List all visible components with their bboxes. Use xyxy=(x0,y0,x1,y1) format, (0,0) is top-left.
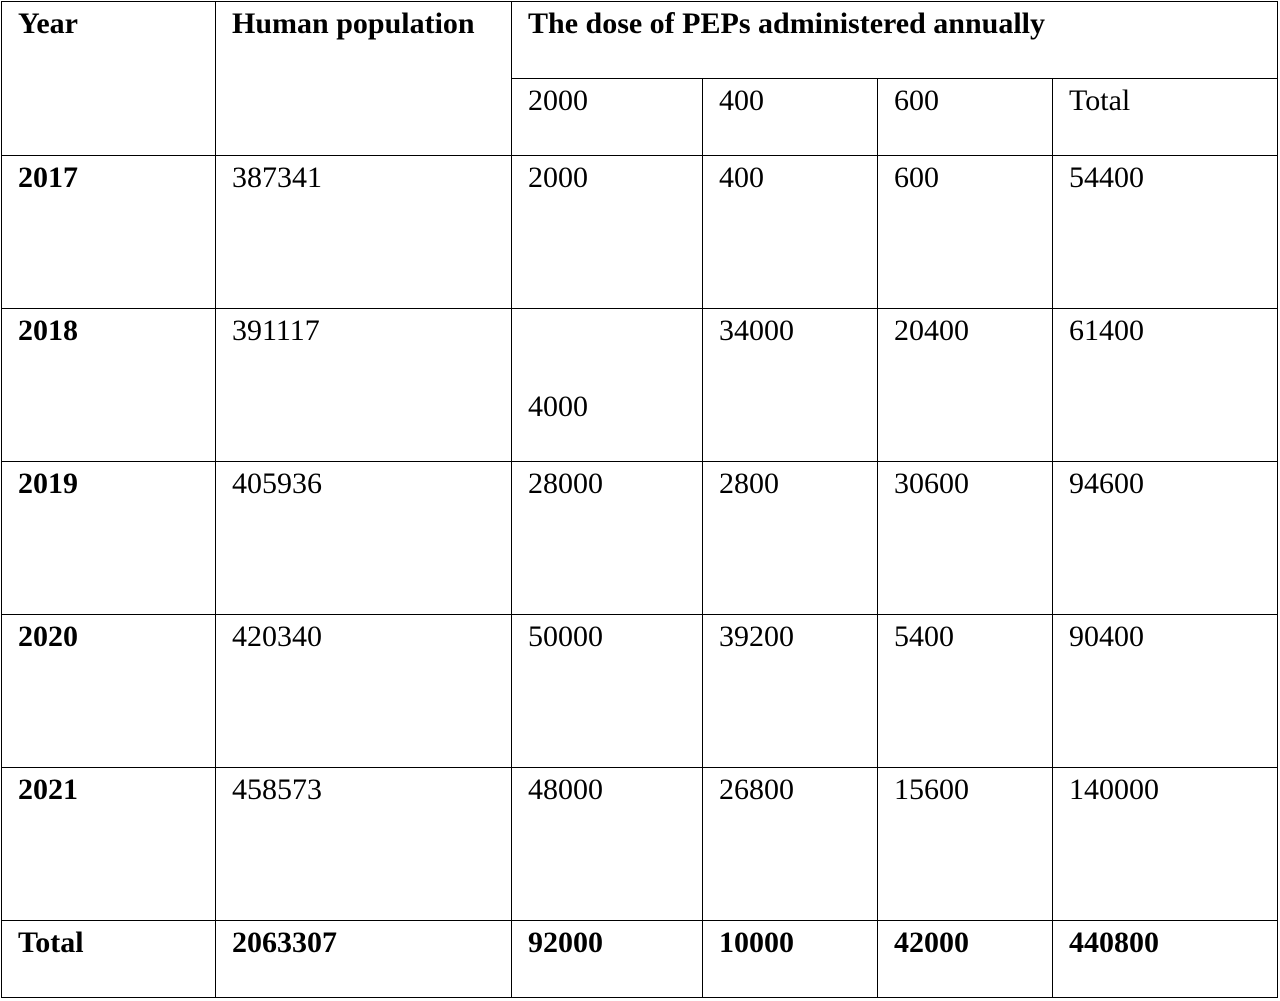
row-dose-total: 90400 xyxy=(1051,614,1279,768)
row-dose-2000: 4000 xyxy=(511,308,703,462)
totals-dose-2000: 92000 xyxy=(511,920,703,998)
totals-row: Total 2063307 92000 10000 42000 440800 xyxy=(1,920,1279,998)
row-population: 458573 xyxy=(215,767,512,921)
totals-dose-600: 42000 xyxy=(877,920,1053,998)
row-dose-2000: 50000 xyxy=(511,614,703,768)
totals-dose-total: 440800 xyxy=(1051,920,1279,998)
totals-label: Total xyxy=(1,920,216,998)
row-population: 387341 xyxy=(215,155,512,309)
totals-population: 2063307 xyxy=(215,920,512,998)
header-row: Year Human population The dose of PEPs a… xyxy=(1,1,1279,156)
row-dose-600: 15600 xyxy=(877,767,1053,921)
row-dose-400: 2800 xyxy=(702,461,878,615)
subheader-dose-600: 600 xyxy=(877,78,1053,156)
row-year: 2021 xyxy=(1,767,216,921)
row-year: 2020 xyxy=(1,614,216,768)
row-population: 391117 xyxy=(215,308,512,462)
row-year: 2017 xyxy=(1,155,216,309)
row-dose-600: 30600 xyxy=(877,461,1053,615)
row-year: 2019 xyxy=(1,461,216,615)
row-dose-400: 39200 xyxy=(702,614,878,768)
table-row: 2019 405936 28000 2800 30600 94600 xyxy=(1,461,1279,615)
totals-dose-400: 10000 xyxy=(702,920,878,998)
row-dose-600: 600 xyxy=(877,155,1053,309)
table-row: 2018 391117 4000 34000 20400 61400 xyxy=(1,308,1279,462)
row-dose-total: 61400 xyxy=(1051,308,1279,462)
subheader-dose-400: 400 xyxy=(702,78,878,156)
subheader-dose-2000: 2000 xyxy=(511,78,703,156)
row-dose-total: 140000 xyxy=(1051,767,1279,921)
row-dose-total: 54400 xyxy=(1051,155,1279,309)
table-row: 2021 458573 48000 26800 15600 140000 xyxy=(1,767,1279,921)
row-dose-600: 20400 xyxy=(877,308,1053,462)
row-dose-2000: 48000 xyxy=(511,767,703,921)
row-dose-400: 26800 xyxy=(702,767,878,921)
header-dose-group: The dose of PEPs administered annually xyxy=(510,1,1279,79)
row-year: 2018 xyxy=(1,308,216,462)
table-row: 2020 420340 50000 39200 5400 90400 xyxy=(1,614,1279,768)
row-dose-600: 5400 xyxy=(877,614,1053,768)
row-dose-2000: 2000 xyxy=(511,155,703,309)
table-row: 2017 387341 2000 400 600 54400 xyxy=(1,155,1279,309)
subheader-dose-total: Total xyxy=(1051,78,1279,156)
row-dose-400: 400 xyxy=(702,155,878,309)
row-population: 405936 xyxy=(215,461,512,615)
row-dose-2000: 28000 xyxy=(511,461,703,615)
row-dose-total: 94600 xyxy=(1051,461,1279,615)
header-population: Human population xyxy=(215,1,512,156)
row-dose-400: 34000 xyxy=(702,308,878,462)
row-population: 420340 xyxy=(215,614,512,768)
header-year: Year xyxy=(1,1,216,156)
